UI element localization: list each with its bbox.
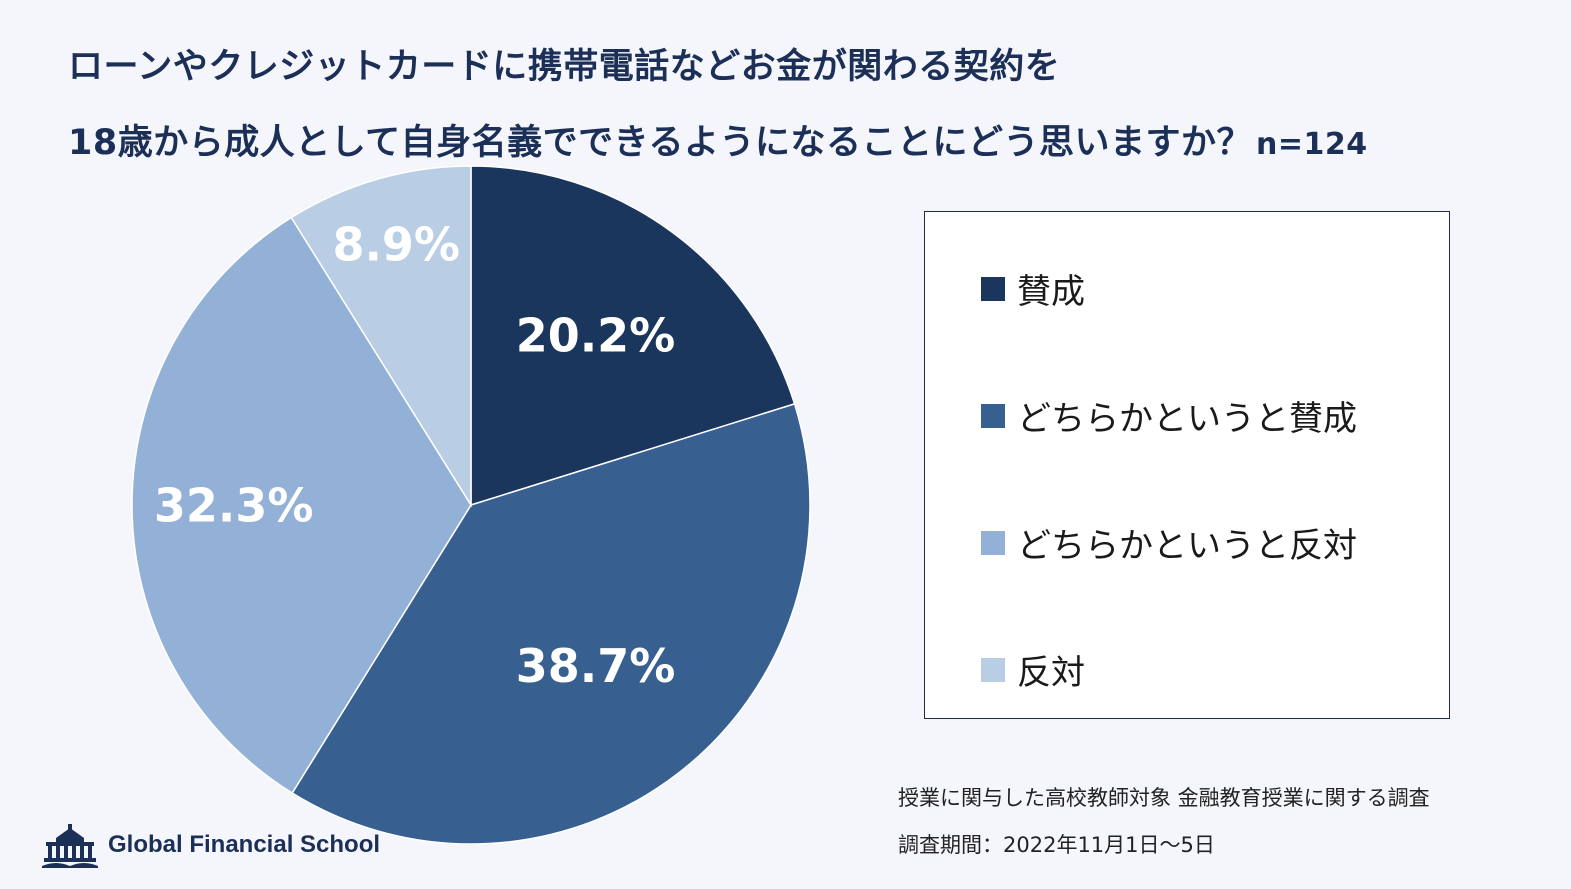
- pie-chart: 20.2% 38.7% 32.3% 8.9%: [131, 165, 811, 845]
- pie-label-somewhat-agree: 38.7%: [516, 639, 676, 693]
- legend-item-somewhat-disagree: どちらかというと反対: [981, 518, 1357, 567]
- pie-label-disagree: 8.9%: [332, 217, 460, 271]
- pie-slice-labels: 20.2% 38.7% 32.3% 8.9%: [154, 217, 675, 692]
- survey-description: 授業に関与した高校教師対象 金融教育授業に関する調査: [898, 786, 1430, 810]
- chart-question-text: 18歳から成人として自身名義でできるようになることにどう思いますか？: [68, 123, 1252, 163]
- legend-label-somewhat-disagree: どちらかというと反対: [1017, 526, 1357, 566]
- brand-name: Global Financial School: [108, 831, 381, 858]
- school-building-icon: [42, 824, 98, 868]
- legend-label-disagree: 反対: [1017, 653, 1085, 693]
- pie-slice-agree: [470, 165, 796, 507]
- legend-item-agree: 賛成: [981, 264, 1085, 313]
- legend-item-disagree: 反対: [981, 645, 1085, 694]
- pie-slice-somewhat-disagree: [131, 216, 472, 795]
- pie-label-agree: 20.2%: [516, 309, 676, 363]
- legend-swatch-somewhat-disagree: [981, 530, 1005, 555]
- survey-period: 調査期間：2022年11月1日〜5日: [898, 833, 1215, 857]
- chart-title-line-1: ローンやクレジットカードに携帯電話などお金が関わる契約を: [68, 47, 1061, 87]
- legend-swatch-disagree: [981, 657, 1005, 682]
- pie-label-somewhat-disagree: 32.3%: [154, 478, 314, 532]
- legend-swatch-agree: [981, 276, 1005, 301]
- brand-logo: Global Financial School: [42, 822, 380, 868]
- chart-title-line-2: 18歳から成人として自身名義でできるようになることにどう思いますか？ n=124: [68, 114, 1368, 165]
- pie-slices: [131, 165, 811, 845]
- chart-legend: 賛成 どちらかというと賛成 どちらかというと反対 反対: [924, 211, 1450, 719]
- pie-slice-somewhat-agree: [291, 402, 811, 845]
- legend-label-agree: 賛成: [1017, 272, 1085, 312]
- legend-item-somewhat-agree: どちらかというと賛成: [981, 391, 1357, 440]
- sample-size: n=124: [1255, 127, 1368, 162]
- legend-swatch-somewhat-agree: [981, 403, 1005, 428]
- pie-slice-disagree: [290, 165, 472, 508]
- legend-label-somewhat-agree: どちらかというと賛成: [1017, 399, 1357, 439]
